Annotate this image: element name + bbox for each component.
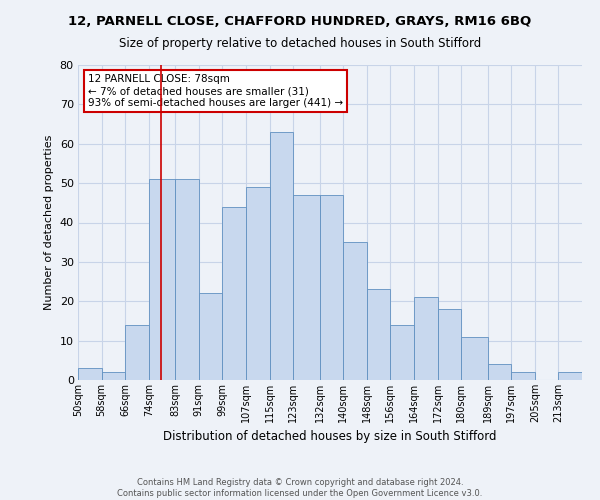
Bar <box>437 309 461 380</box>
X-axis label: Distribution of detached houses by size in South Stifford: Distribution of detached houses by size … <box>163 430 497 444</box>
Bar <box>488 364 511 380</box>
Bar <box>367 290 391 380</box>
Bar <box>559 372 582 380</box>
Bar <box>78 368 101 380</box>
Bar <box>414 298 437 380</box>
Bar <box>125 325 149 380</box>
Text: Contains HM Land Registry data © Crown copyright and database right 2024.
Contai: Contains HM Land Registry data © Crown c… <box>118 478 482 498</box>
Bar <box>101 372 125 380</box>
Bar <box>246 187 269 380</box>
Bar <box>511 372 535 380</box>
Bar <box>223 207 246 380</box>
Y-axis label: Number of detached properties: Number of detached properties <box>44 135 54 310</box>
Bar <box>391 325 414 380</box>
Bar <box>461 336 488 380</box>
Bar <box>199 294 223 380</box>
Bar <box>175 179 199 380</box>
Bar <box>293 195 320 380</box>
Text: Size of property relative to detached houses in South Stifford: Size of property relative to detached ho… <box>119 38 481 51</box>
Bar <box>149 179 175 380</box>
Bar <box>320 195 343 380</box>
Bar <box>343 242 367 380</box>
Bar <box>269 132 293 380</box>
Text: 12 PARNELL CLOSE: 78sqm
← 7% of detached houses are smaller (31)
93% of semi-det: 12 PARNELL CLOSE: 78sqm ← 7% of detached… <box>88 74 343 108</box>
Text: 12, PARNELL CLOSE, CHAFFORD HUNDRED, GRAYS, RM16 6BQ: 12, PARNELL CLOSE, CHAFFORD HUNDRED, GRA… <box>68 15 532 28</box>
